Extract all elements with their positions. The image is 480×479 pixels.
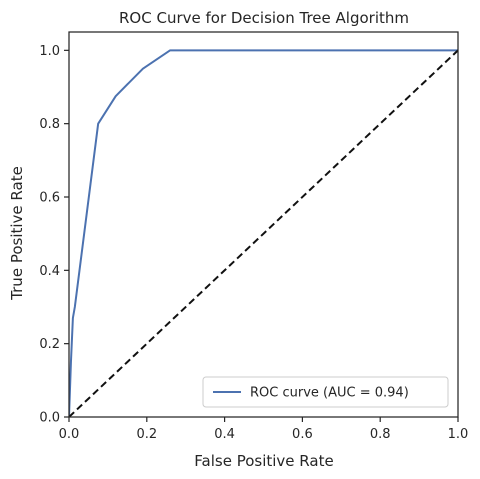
plot-area	[68, 31, 459, 418]
y-tick-label: 0.6	[39, 191, 60, 206]
x-axis-label: False Positive Rate	[194, 452, 333, 470]
y-tick-label: 0.8	[39, 117, 60, 132]
plot-frame	[68, 31, 459, 418]
x-tick-label: 0.4	[214, 427, 235, 442]
y-tick-label: 0.4	[39, 264, 60, 279]
y-tick-label: 0.0	[39, 411, 60, 426]
y-tick-label: 1.0	[39, 44, 60, 59]
x-tick-label: 0.8	[370, 427, 391, 442]
y-axis-label: True Positive Rate	[8, 166, 26, 301]
legend-box	[202, 376, 449, 408]
x-tick-label: 0.6	[292, 427, 313, 442]
diagonal-reference-line	[69, 49, 458, 417]
chart-title: ROC Curve for Decision Tree Algorithm	[119, 9, 409, 27]
x-tick-label: 0.2	[136, 427, 157, 442]
axis-ticks: 0.0 0.2 0.4 0.6 0.8 1.0 0.0 0.2 0.4 0.6 0.8 1.0	[39, 44, 468, 442]
y-tick-label: 0.2	[39, 337, 60, 352]
x-tick-label: 1.0	[448, 427, 469, 442]
roc-curve-line	[69, 49, 458, 417]
legend-label: ROC curve (AUC = 0.94)	[250, 386, 409, 401]
legend: ROC curve (AUC = 0.94)	[202, 376, 449, 408]
x-tick-label: 0.0	[59, 427, 80, 442]
